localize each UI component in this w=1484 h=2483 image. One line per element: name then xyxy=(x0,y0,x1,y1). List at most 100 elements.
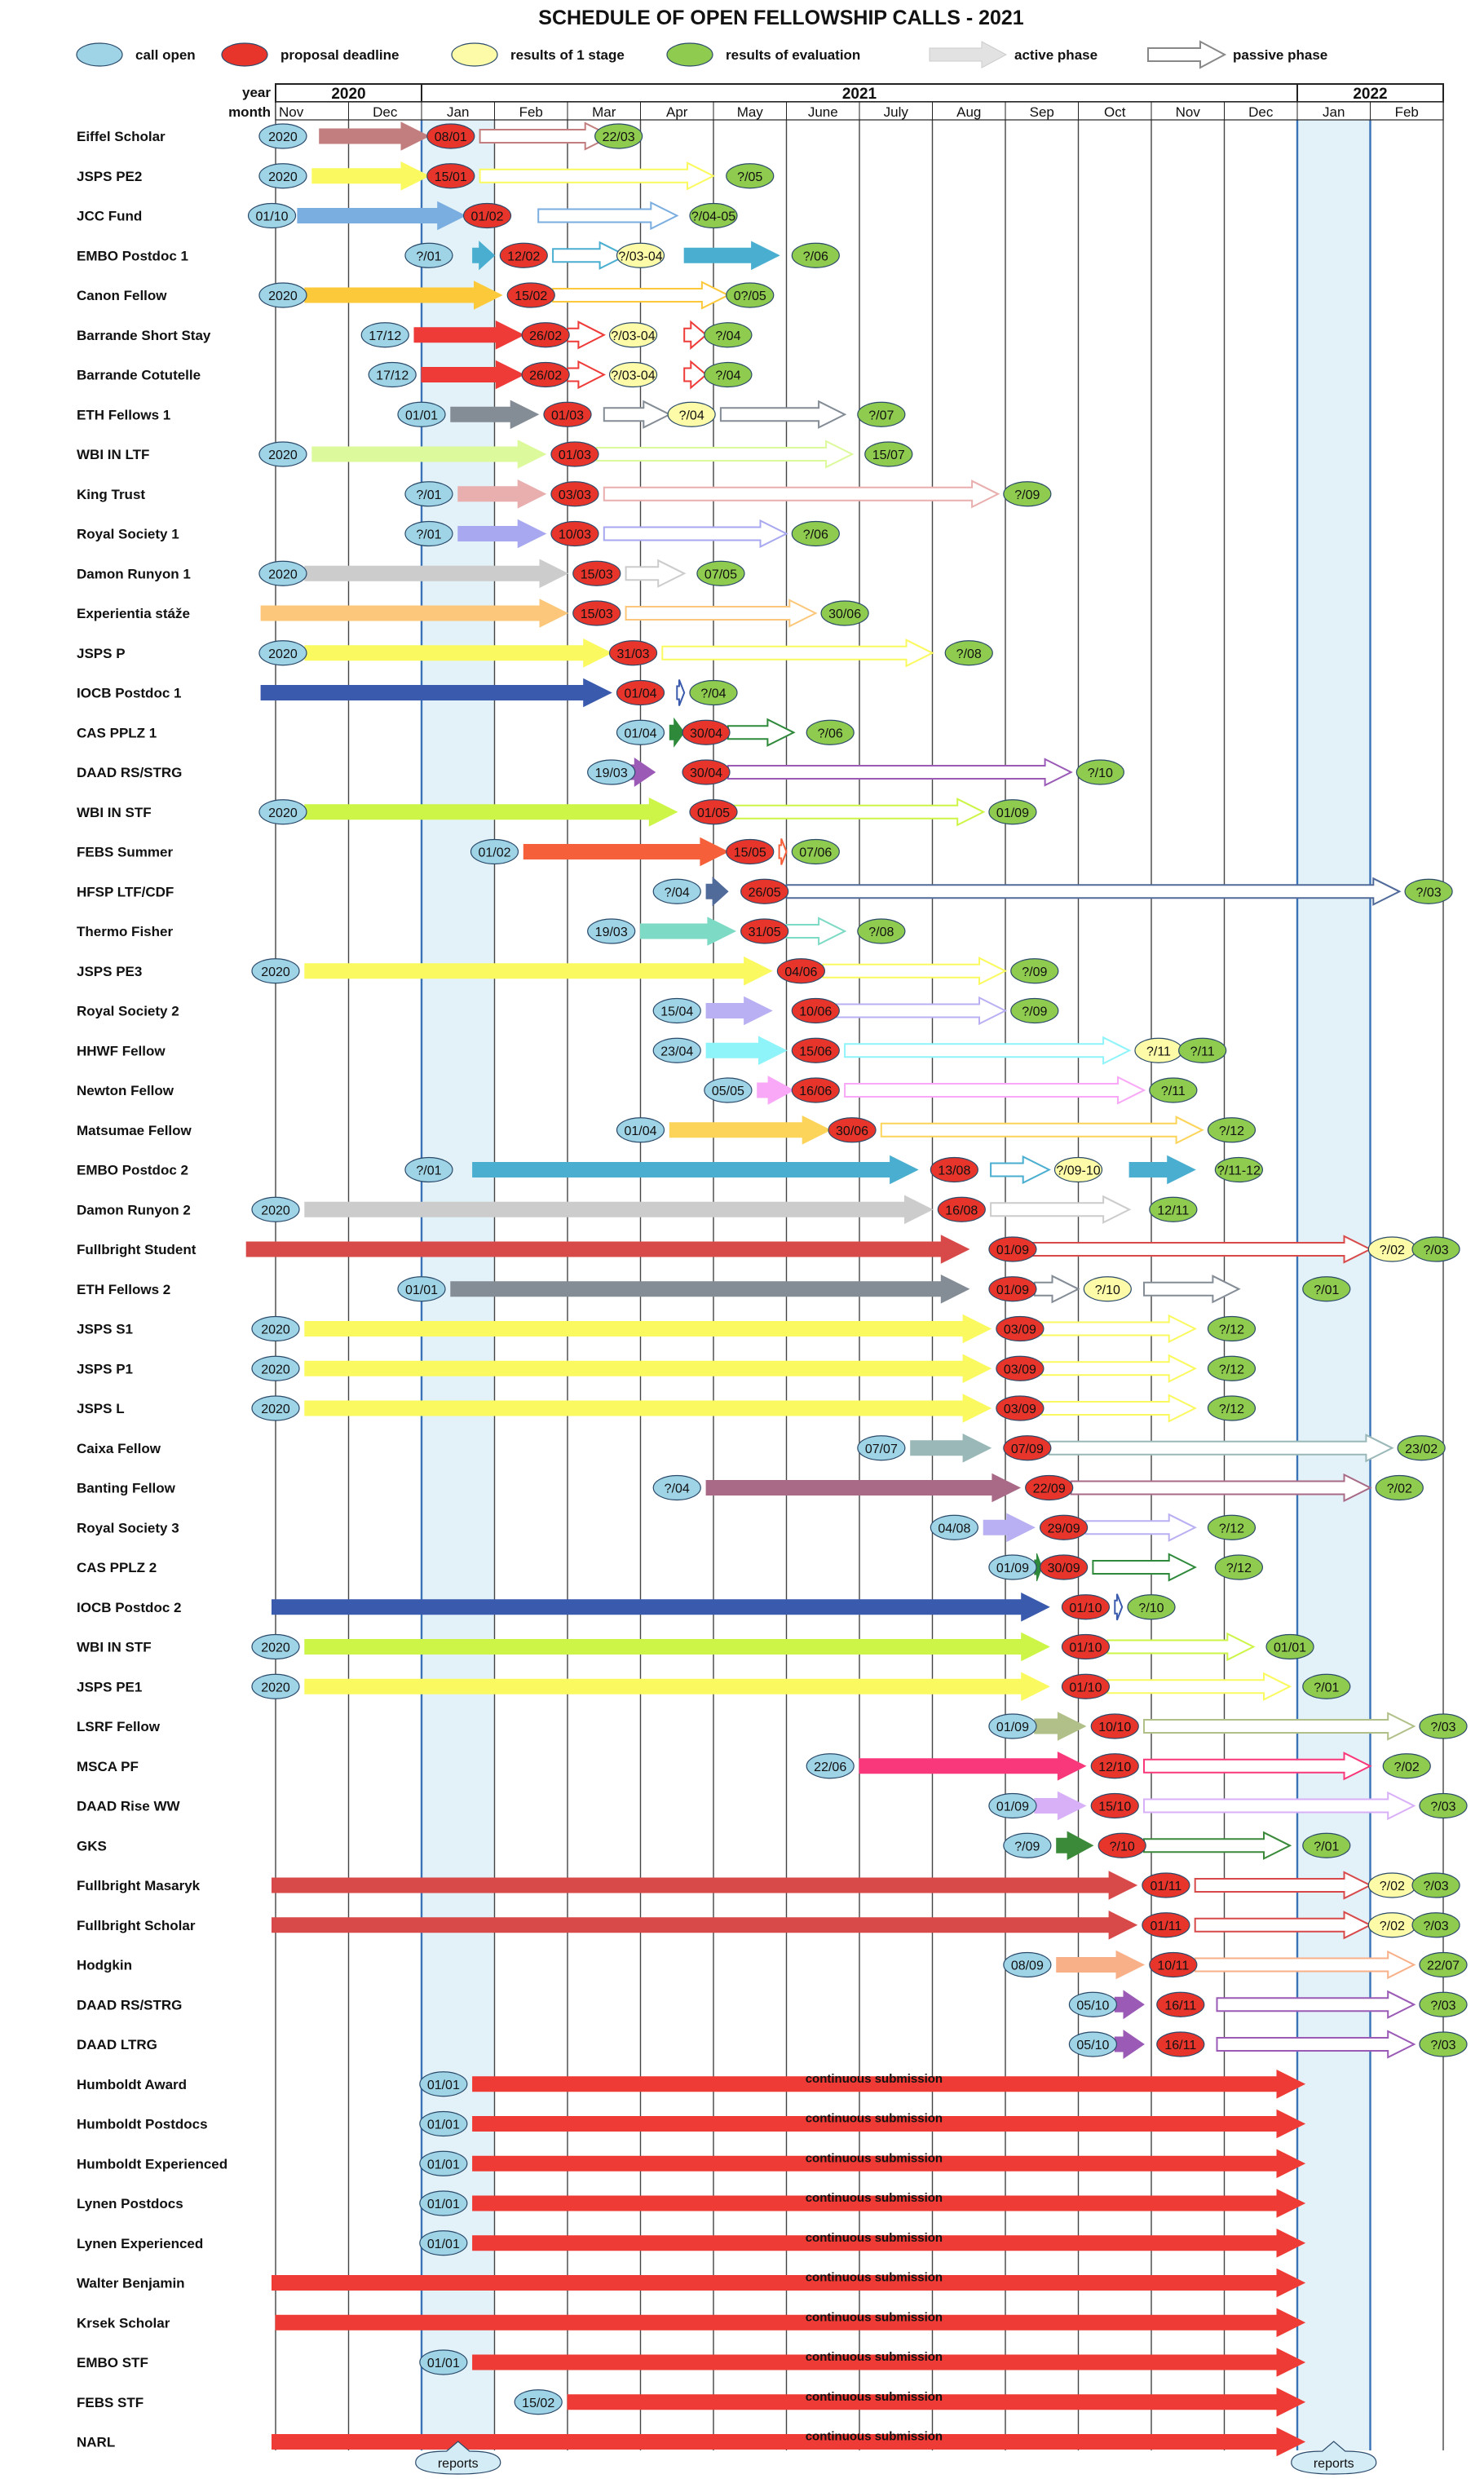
month-nov: Nov xyxy=(279,104,304,120)
row-label: Royal Society 1 xyxy=(77,527,179,542)
active-phase-arrow xyxy=(304,638,612,668)
year-label: year xyxy=(242,85,271,100)
active-phase-arrow xyxy=(859,1751,1087,1781)
month-dec: Dec xyxy=(1248,104,1274,120)
row-label: IOCB Postdoc 2 xyxy=(77,1600,181,1615)
call-open-oval-text: ?/01 xyxy=(416,1164,441,1178)
evaluation-result-oval xyxy=(1207,1315,1257,1342)
continuous-label: continuous submission xyxy=(806,2231,943,2245)
proposal-deadline-oval xyxy=(1061,1633,1111,1660)
proposal-deadline-oval-text: 22/09 xyxy=(1033,1482,1066,1496)
proposal-deadline-oval-text: 01/09 xyxy=(996,1283,1029,1297)
passive-phase-arrow xyxy=(625,599,818,628)
continuous-arrow xyxy=(272,2268,1306,2298)
passive-phase-arrow xyxy=(1216,1990,1416,2019)
continuous-arrow xyxy=(472,2189,1306,2218)
stage1-result-oval-text: ?/04 xyxy=(679,409,704,422)
legend-active-phase-label: active phase xyxy=(1014,47,1098,63)
active-phase-arrow xyxy=(450,1274,970,1304)
row-iocb-postdoc-1: IOCB Postdoc 1 01/04 ?/04 xyxy=(77,678,738,708)
active-phase-arrow xyxy=(304,281,503,310)
proposal-deadline-oval-text: 12/02 xyxy=(507,250,540,263)
evaluation-result-oval xyxy=(791,520,840,547)
proposal-deadline-oval-text: 15/05 xyxy=(734,846,766,860)
legend-results-of-evaluation-label: results of evaluation xyxy=(726,47,860,63)
call-open-oval xyxy=(251,1673,300,1699)
proposal-deadline-oval xyxy=(1090,1713,1139,1739)
call-open-oval xyxy=(1003,1951,1052,1978)
call-open-oval-text: ?/01 xyxy=(416,488,441,502)
call-open-oval xyxy=(1003,1832,1052,1858)
row-cas-pplz-1: CAS PPLZ 1 01/04 30/04 ?/06 xyxy=(77,717,855,748)
active-phase-arrow xyxy=(304,1354,992,1384)
proposal-deadline-oval-text: 01/11 xyxy=(1150,1880,1181,1893)
row-cas-pplz-2: CAS PPLZ 2 01/09 30/09 ?/12 xyxy=(77,1553,1264,1582)
active-phase-arrow xyxy=(683,241,780,271)
evaluation-result-oval xyxy=(1010,958,1059,984)
row-gks: GKS ?/09 ?/10 ?/01 xyxy=(77,1831,1351,1861)
row-label: IOCB Postdoc 1 xyxy=(77,686,181,701)
call-open-oval xyxy=(397,1276,446,1302)
active-phase-arrow xyxy=(1056,1950,1146,1980)
continuous-label: continuous submission xyxy=(806,2390,943,2404)
evaluation-result-oval-text: ?/09 xyxy=(1014,488,1040,502)
active-phase-arrow xyxy=(1034,1553,1043,1582)
evaluation-result-oval xyxy=(864,441,913,467)
proposal-deadline-oval-text: 13/08 xyxy=(938,1164,970,1178)
proposal-deadline-oval-text: 01/03 xyxy=(551,409,584,422)
call-open-oval-text: 01/09 xyxy=(996,1800,1029,1814)
passive-phase-arrow xyxy=(785,917,847,946)
continuous-arrow xyxy=(275,2308,1306,2338)
call-open-oval xyxy=(1068,2031,1118,2057)
proposal-deadline-oval-text: 08/01 xyxy=(435,130,467,144)
call-open-oval xyxy=(704,1077,753,1103)
row-royal-society-2: Royal Society 2 15/04 10/06 ?/09 xyxy=(77,996,1059,1026)
passive-phase-arrow xyxy=(1048,1434,1394,1463)
row-label: Hodgkin xyxy=(77,1958,132,1973)
proposal-deadline-oval-text: 29/09 xyxy=(1048,1522,1080,1535)
passive-phase-arrow xyxy=(479,121,613,151)
row-daad-rs-strg: DAAD RS/STRG 05/10 16/11 ?/03 xyxy=(77,1990,1468,2020)
active-phase-arrow xyxy=(260,599,569,628)
active-phase-arrow xyxy=(705,877,729,907)
call-open-oval-text: 04/08 xyxy=(938,1522,970,1535)
proposal-deadline-oval xyxy=(550,520,599,547)
month-feb: Feb xyxy=(519,104,543,120)
call-open-oval xyxy=(404,242,453,268)
passive-phase-arrow xyxy=(785,877,1402,906)
continuous-arrow xyxy=(472,2228,1306,2258)
passive-phase-arrow xyxy=(727,758,1073,787)
row-king-trust: King Trust ?/01 03/03 ?/09 xyxy=(77,479,1052,509)
evaluation-result-oval xyxy=(1207,1355,1257,1381)
continuous-label: continuous submission xyxy=(806,2430,943,2444)
passive-phase-arrow xyxy=(727,718,796,747)
active-phase-arrow xyxy=(457,519,547,549)
row-label: FEBS Summer xyxy=(77,845,173,860)
passive-phase-arrow xyxy=(1143,1791,1416,1821)
evaluation-result-oval-text: 01/09 xyxy=(996,806,1029,820)
proposal-deadline-oval xyxy=(550,481,599,507)
evaluation-result-oval xyxy=(1149,1077,1198,1103)
row-wbi-in-stf: WBI IN STF 2020 01/10 01/01 xyxy=(77,1632,1314,1662)
proposal-deadline-oval xyxy=(499,242,548,268)
row-label: HHWF Fellow xyxy=(77,1043,166,1058)
row-label: Krsek Scholar xyxy=(77,2315,170,2331)
passive-phase-arrow xyxy=(676,679,686,706)
evaluation-result-oval-text: ?/02 xyxy=(1387,1482,1412,1496)
row-label: Experientia stáže xyxy=(77,606,190,621)
call-open-oval-text: 07/07 xyxy=(865,1443,898,1456)
row-label: EMBO STF xyxy=(77,2355,148,2370)
call-open-oval xyxy=(419,2190,468,2216)
legend-call-open-swatch xyxy=(76,42,123,67)
proposal-deadline-oval xyxy=(996,1315,1045,1342)
proposal-deadline-oval xyxy=(1149,1951,1198,1978)
stage1-result-oval xyxy=(1083,1276,1132,1302)
evaluation-result-oval-text: ?/02 xyxy=(1394,1761,1420,1774)
proposal-deadline-oval xyxy=(791,1037,840,1063)
call-open-oval xyxy=(258,282,307,308)
evaluation-result-oval-text: ?/03 xyxy=(1430,1999,1455,2012)
row-label: Matsumae Fellow xyxy=(77,1123,192,1138)
passive-phase-arrow xyxy=(1040,1354,1197,1383)
active-phase-arrow xyxy=(705,996,773,1026)
legend: call open proposal deadline results of 1 s… xyxy=(76,40,1327,69)
